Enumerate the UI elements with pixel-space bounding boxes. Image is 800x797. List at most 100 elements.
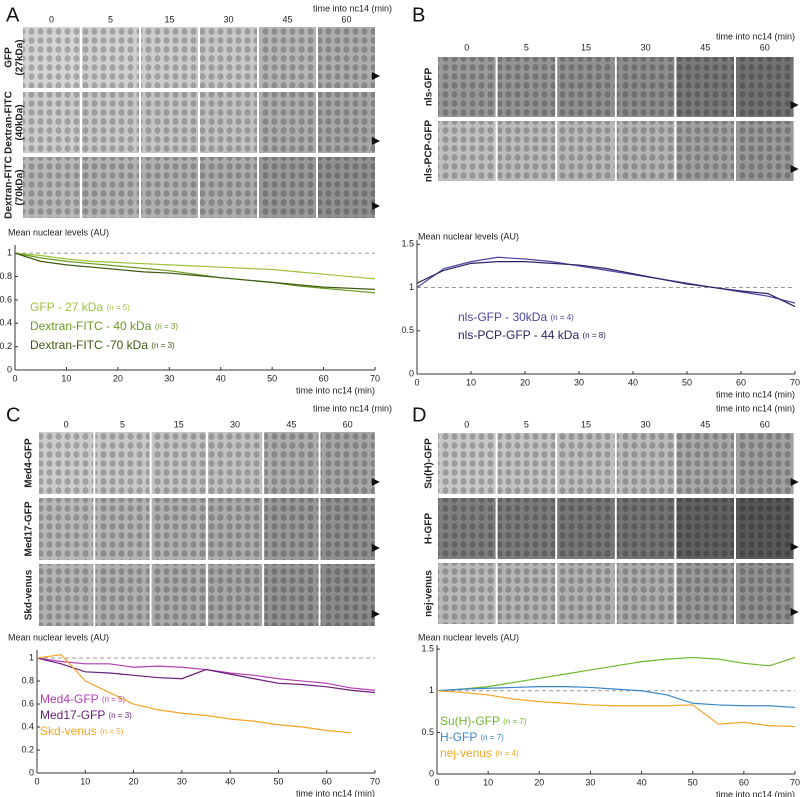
x-tick-label: 30: [585, 777, 595, 787]
x-tick-label: 20: [534, 777, 544, 787]
x-tick-label: 60: [736, 377, 746, 387]
time-label: 15: [581, 42, 591, 52]
nuclei-texture: [438, 433, 496, 494]
nuclei-texture: [557, 433, 615, 494]
data-line: [36, 653, 351, 734]
nuclei-texture: [207, 432, 263, 494]
data-line: [14, 252, 376, 294]
nuclei-texture: [259, 92, 316, 153]
legend-name: GFP - 27 kDa: [30, 300, 103, 314]
time-axis-label: time into nc14 (min): [716, 403, 795, 413]
nuclei-texture: [616, 433, 675, 494]
legend-entry: Su(H)-GFP (n = 7): [440, 714, 527, 728]
row-label: Skd-venus: [24, 569, 35, 620]
nuclei-texture: [95, 564, 150, 626]
legend-entry: nej-venus (n = 4): [440, 746, 519, 760]
nuclei-texture: [616, 498, 675, 559]
nuclei-texture: [23, 157, 80, 218]
row-label: Med4-GFP: [24, 438, 35, 488]
nuclei-texture: [95, 498, 150, 560]
nuclei-texture: [207, 498, 263, 560]
nuclei-texture: [438, 563, 496, 624]
x-tick-label: 30: [177, 776, 187, 786]
row-label: Su(H)-GFP: [424, 438, 435, 489]
nuclei-texture: [200, 157, 257, 218]
arrowhead: [371, 478, 380, 486]
legend-name: nls-PCP-GFP - 44 kDa: [458, 328, 579, 342]
row-label: nls-PCP-GFP: [424, 120, 435, 183]
nuclei-texture: [676, 57, 734, 117]
legend-n: (n = 3): [155, 322, 179, 331]
x-tick-label: 0: [434, 777, 439, 787]
nuclei-texture: [151, 498, 206, 560]
x-tick-label: 0: [12, 373, 17, 383]
x-tick-label: 50: [682, 377, 692, 387]
x-tick-label: 10: [80, 776, 90, 786]
nuclei-texture: [82, 92, 139, 153]
data-line: [36, 657, 376, 694]
time-label: 15: [581, 419, 591, 429]
nuclei-texture: [151, 432, 206, 494]
legend-name: Med4-GFP: [40, 692, 99, 706]
nuclei-texture: [82, 27, 139, 88]
nuclei-texture: [200, 27, 257, 88]
legend-name: Su(H)-GFP: [440, 714, 500, 728]
x-tick-label: 70: [790, 777, 800, 787]
time-axis-label: time into nc14 (min): [716, 31, 795, 41]
legend-name: nls-GFP - 30kDa: [458, 310, 547, 324]
data-line: [14, 252, 376, 290]
x-tick-label: 70: [370, 776, 380, 786]
nuclei-texture: [736, 433, 794, 494]
arrowhead: [790, 608, 799, 616]
x-tick-label: 30: [574, 377, 584, 387]
y-tick-label: 0.4: [21, 721, 34, 731]
time-label: 60: [343, 419, 353, 429]
nuclei-texture: [616, 121, 675, 181]
legend-n: (n = 5): [100, 727, 124, 736]
y-tick-label: 1: [7, 248, 12, 258]
x-axis-title: time into nc14 (min): [716, 789, 795, 797]
legend-n: (n = 4): [495, 749, 519, 758]
y-tick-label: 0.5: [401, 325, 414, 335]
arrowhead: [790, 478, 799, 486]
arrowhead: [371, 544, 380, 552]
time-label: 45: [700, 419, 710, 429]
nuclei-texture: [39, 564, 94, 626]
nuclei-texture: [141, 157, 198, 218]
y-tick-label: 0: [409, 368, 414, 378]
y-tick-label: 0.8: [0, 271, 12, 281]
time-label: 30: [230, 419, 240, 429]
time-label: 5: [524, 419, 529, 429]
x-tick-label: 40: [216, 373, 226, 383]
nuclei-texture: [497, 433, 556, 494]
y-tick-label: 1: [409, 282, 414, 292]
data-line: [416, 261, 796, 308]
x-tick-label: 40: [225, 776, 235, 786]
nuclei-texture: [616, 563, 675, 624]
x-axis-title: time into nc14 (min): [716, 389, 795, 399]
nuclei-texture: [616, 57, 675, 117]
nuclei-texture: [82, 157, 139, 218]
time-label: 45: [286, 419, 296, 429]
time-label: 15: [164, 14, 174, 24]
y-tick-label: 0: [429, 768, 434, 778]
legend-n: (n = 7): [480, 733, 504, 742]
nuclei-texture: [676, 433, 734, 494]
y-axis-title: Mean nuclear levels (AU): [418, 632, 519, 642]
legend-n: (n = 3): [151, 341, 175, 350]
time-label: 15: [174, 419, 184, 429]
nuclei-texture: [736, 563, 794, 624]
x-tick-label: 10: [483, 777, 493, 787]
nuclei-texture: [207, 564, 263, 626]
x-tick-label: 20: [520, 377, 530, 387]
time-label: 5: [524, 42, 529, 52]
x-tick-label: 0: [34, 776, 39, 786]
nuclei-texture: [259, 157, 316, 218]
legend-n: (n = 3): [108, 711, 132, 720]
nuclei-texture: [497, 121, 556, 181]
nuclei-texture: [318, 92, 375, 153]
nuclei-texture: [557, 498, 615, 559]
time-label: 0: [464, 419, 469, 429]
x-tick-label: 10: [466, 377, 476, 387]
arrowhead: [372, 137, 380, 145]
